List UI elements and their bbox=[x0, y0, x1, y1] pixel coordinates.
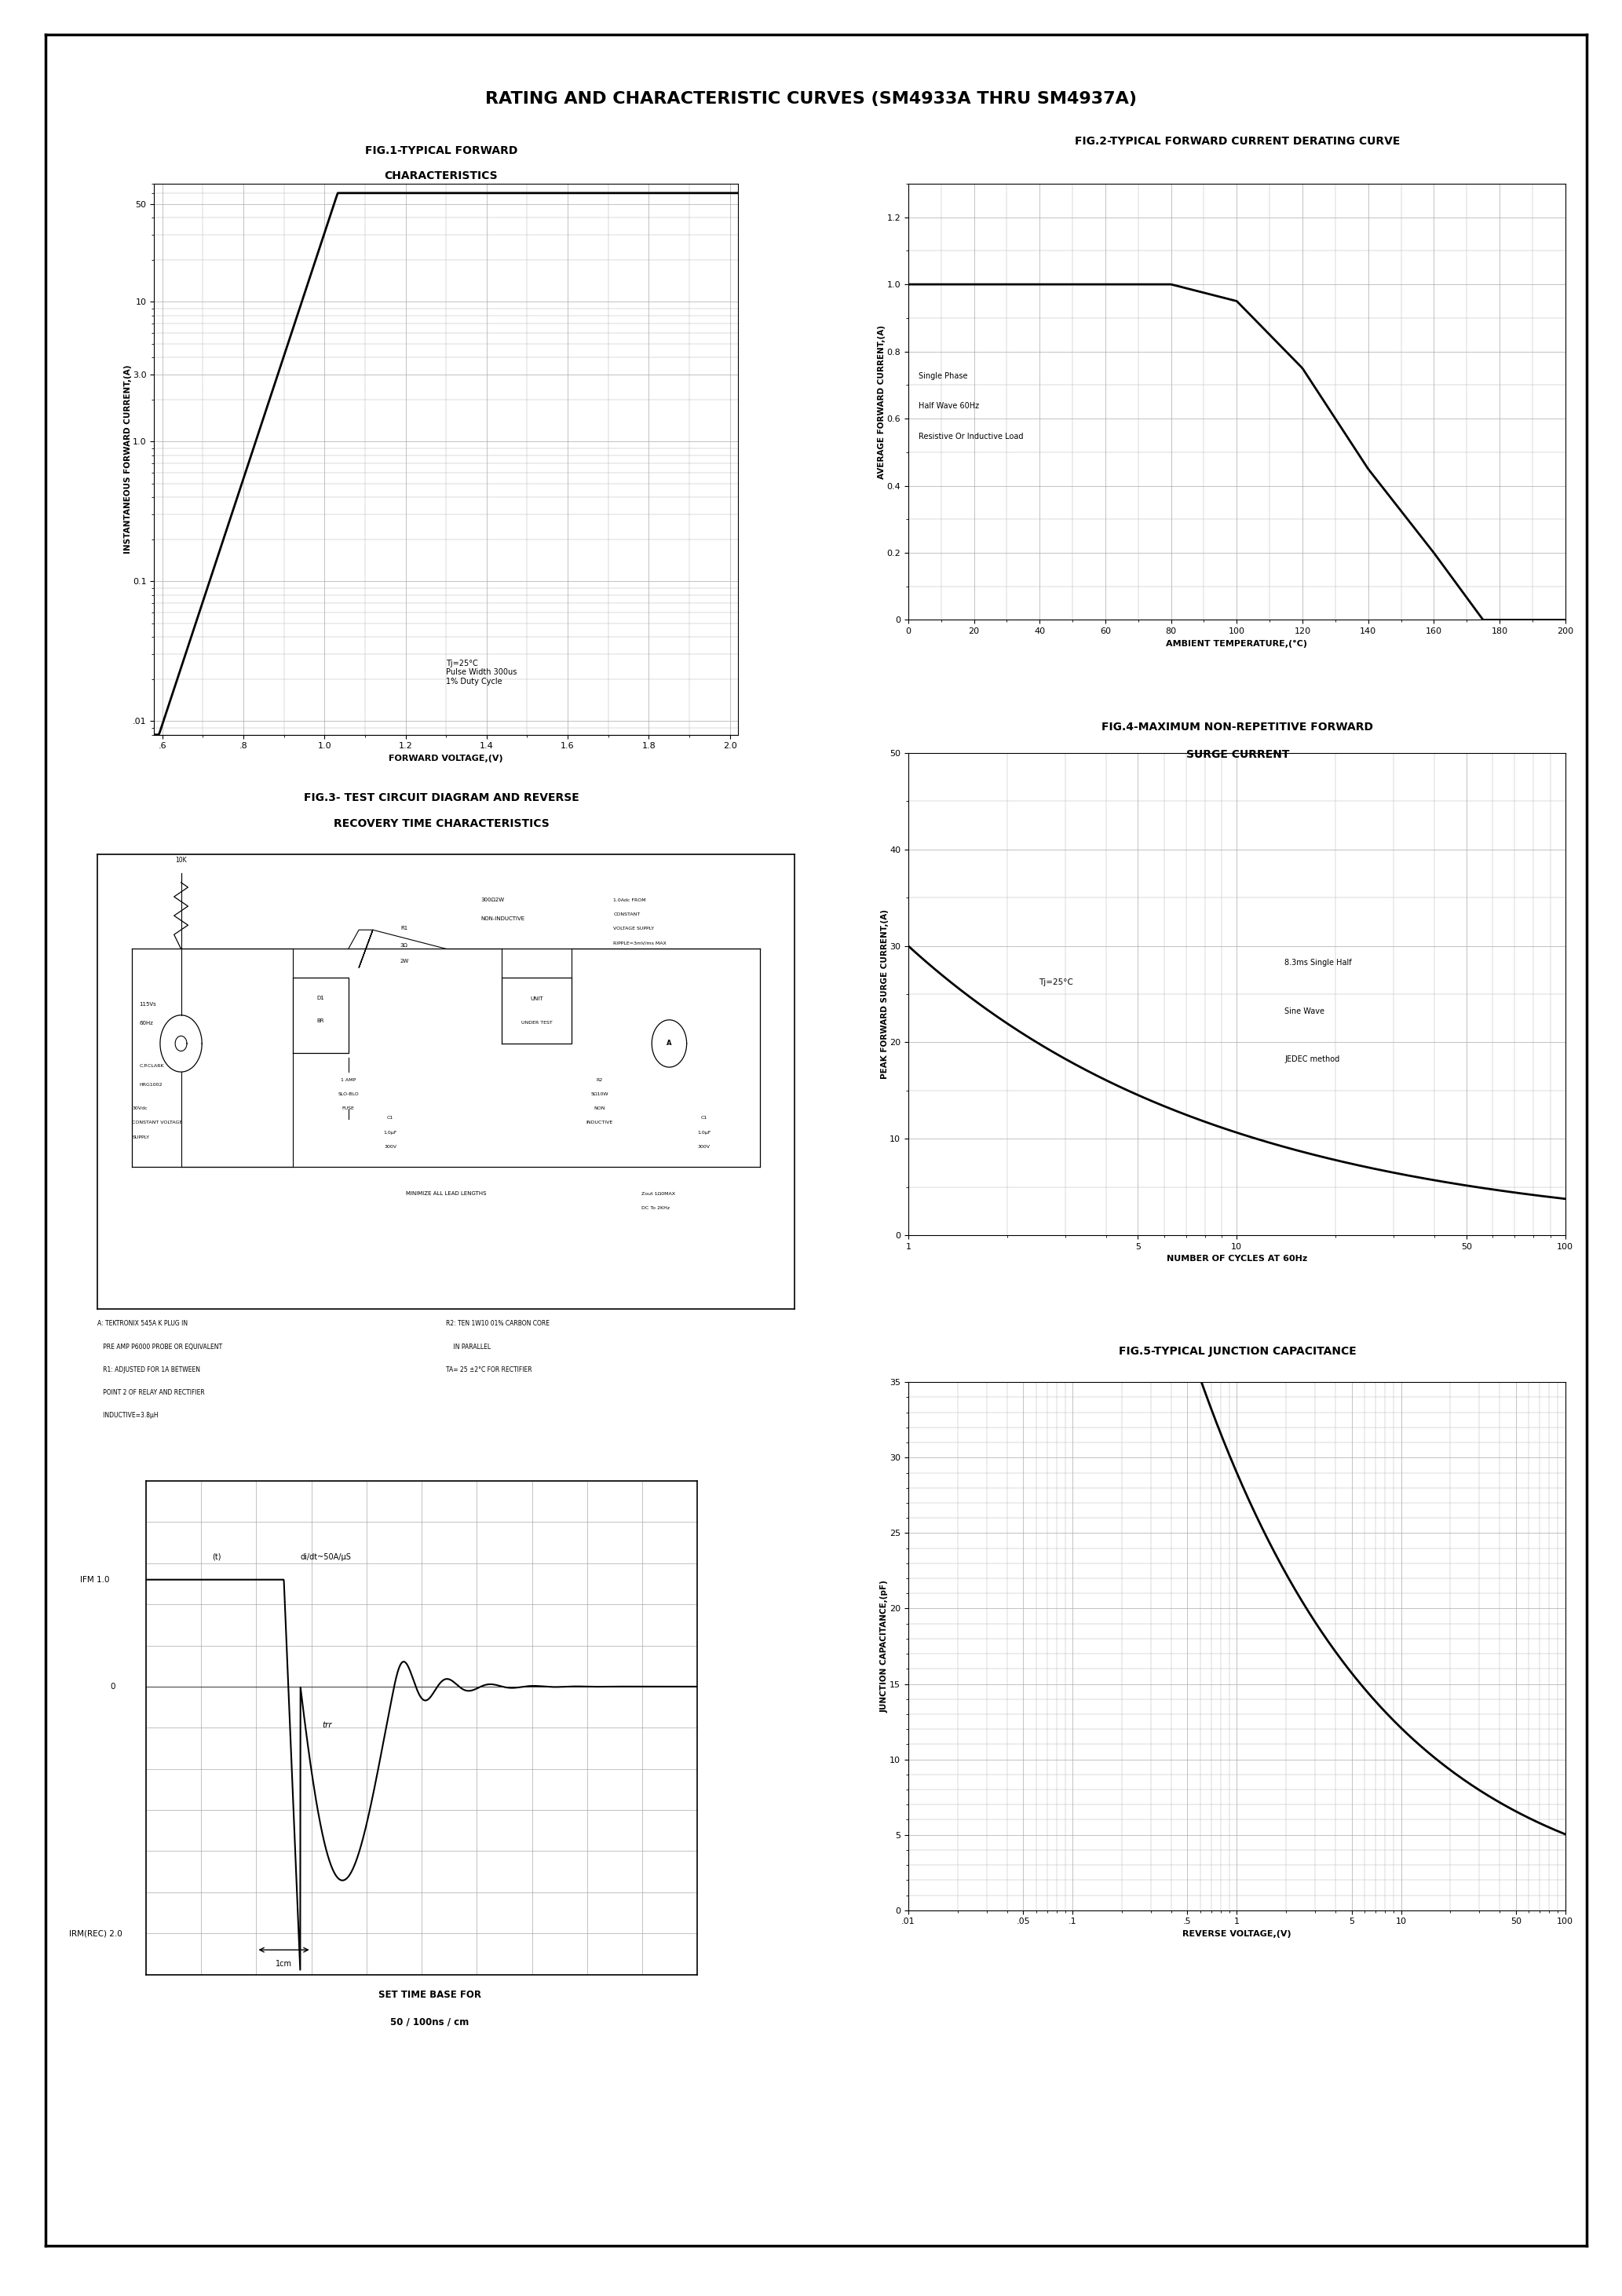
Text: 300V: 300V bbox=[384, 1146, 396, 1148]
Text: 3Ω: 3Ω bbox=[401, 944, 409, 948]
Text: JEDEC method: JEDEC method bbox=[1285, 1056, 1340, 1063]
Text: 30Vdc: 30Vdc bbox=[133, 1107, 148, 1111]
Text: 300V: 300V bbox=[697, 1146, 710, 1148]
Text: RATING AND CHARACTERISTIC CURVES (SM4933A THRU SM4937A): RATING AND CHARACTERISTIC CURVES (SM4933… bbox=[485, 92, 1137, 106]
Text: 1.0µF: 1.0µF bbox=[383, 1130, 397, 1134]
Text: 1.0µF: 1.0µF bbox=[697, 1130, 710, 1134]
Y-axis label: INSTANTANEOUS FORWARD CURRENT,(A): INSTANTANEOUS FORWARD CURRENT,(A) bbox=[123, 365, 131, 553]
Text: NON: NON bbox=[594, 1107, 605, 1111]
Text: 1 AMP: 1 AMP bbox=[341, 1079, 355, 1081]
Text: C1: C1 bbox=[388, 1116, 394, 1120]
Text: 0: 0 bbox=[110, 1683, 115, 1690]
Text: NON-INDUCTIVE: NON-INDUCTIVE bbox=[482, 916, 526, 921]
Text: CONSTANT: CONSTANT bbox=[613, 912, 641, 916]
Text: 300Ω2W: 300Ω2W bbox=[482, 898, 504, 902]
Text: UNDER TEST: UNDER TEST bbox=[521, 1019, 553, 1024]
Text: 60Hz: 60Hz bbox=[139, 1022, 152, 1026]
Text: DC To 2KHz: DC To 2KHz bbox=[641, 1205, 670, 1210]
Text: 115Vs: 115Vs bbox=[139, 1001, 156, 1006]
Y-axis label: AVERAGE FORWARD CURRENT,(A): AVERAGE FORWARD CURRENT,(A) bbox=[878, 324, 886, 480]
Text: MINIMIZE ALL LEAD LENGTHS: MINIMIZE ALL LEAD LENGTHS bbox=[406, 1192, 487, 1196]
Text: trr: trr bbox=[323, 1722, 333, 1729]
Text: CONSTANT VOLTAGE: CONSTANT VOLTAGE bbox=[133, 1120, 183, 1125]
X-axis label: FORWARD VOLTAGE,(V): FORWARD VOLTAGE,(V) bbox=[389, 755, 503, 762]
Text: R1: ADJUSTED FOR 1A BETWEEN: R1: ADJUSTED FOR 1A BETWEEN bbox=[97, 1366, 200, 1373]
Text: PRE AMP P6000 PROBE OR EQUIVALENT: PRE AMP P6000 PROBE OR EQUIVALENT bbox=[97, 1343, 222, 1350]
Text: Tj=25°C: Tj=25°C bbox=[1040, 978, 1074, 985]
Text: (t): (t) bbox=[212, 1552, 221, 1561]
Text: SUPPLY: SUPPLY bbox=[133, 1134, 149, 1139]
Text: UNIT: UNIT bbox=[530, 996, 543, 1001]
Text: IFM 1.0: IFM 1.0 bbox=[79, 1575, 109, 1584]
Text: 1cm: 1cm bbox=[276, 1961, 292, 1968]
Text: FUSE: FUSE bbox=[342, 1107, 355, 1111]
Text: Zout 1Ω0MAX: Zout 1Ω0MAX bbox=[641, 1192, 675, 1196]
Text: Sine Wave: Sine Wave bbox=[1285, 1008, 1325, 1015]
Text: INDUCTIVE: INDUCTIVE bbox=[586, 1120, 613, 1125]
Text: C1: C1 bbox=[701, 1116, 707, 1120]
Text: Tj=25°C
Pulse Width 300us
1% Duty Cycle: Tj=25°C Pulse Width 300us 1% Duty Cycle bbox=[446, 659, 517, 687]
Text: SET TIME BASE FOR: SET TIME BASE FOR bbox=[378, 1991, 482, 2000]
Text: Half Wave 60Hz: Half Wave 60Hz bbox=[918, 402, 978, 411]
Text: VOLTAGE SUPPLY: VOLTAGE SUPPLY bbox=[613, 928, 654, 930]
Text: BR: BR bbox=[316, 1019, 324, 1024]
X-axis label: REVERSE VOLTAGE,(V): REVERSE VOLTAGE,(V) bbox=[1182, 1931, 1291, 1938]
Text: R2: TEN 1W10 01% CARBON CORE: R2: TEN 1W10 01% CARBON CORE bbox=[446, 1320, 550, 1327]
Text: 10K: 10K bbox=[175, 856, 187, 863]
Text: RECOVERY TIME CHARACTERISTICS: RECOVERY TIME CHARACTERISTICS bbox=[334, 817, 548, 829]
Text: A: A bbox=[667, 1040, 672, 1047]
Text: FIG.4-MAXIMUM NON-REPETITIVE FORWARD: FIG.4-MAXIMUM NON-REPETITIVE FORWARD bbox=[1101, 721, 1374, 732]
Text: TA= 25 ±2°C FOR RECTIFIER: TA= 25 ±2°C FOR RECTIFIER bbox=[446, 1366, 532, 1373]
Text: R1: R1 bbox=[401, 925, 407, 930]
Text: SURGE CURRENT: SURGE CURRENT bbox=[1186, 748, 1289, 760]
Text: Single Phase: Single Phase bbox=[918, 372, 967, 379]
Text: D1: D1 bbox=[316, 996, 324, 1001]
Text: 8.3ms Single Half: 8.3ms Single Half bbox=[1285, 960, 1353, 967]
Text: Resistive Or Inductive Load: Resistive Or Inductive Load bbox=[918, 432, 1023, 441]
X-axis label: AMBIENT TEMPERATURE,(°C): AMBIENT TEMPERATURE,(°C) bbox=[1166, 641, 1307, 647]
Text: R2: R2 bbox=[597, 1079, 603, 1081]
Text: A: TEKTRONIX 545A K PLUG IN: A: TEKTRONIX 545A K PLUG IN bbox=[97, 1320, 188, 1327]
Text: di/dt~50A/µS: di/dt~50A/µS bbox=[300, 1552, 352, 1561]
Text: POINT 2 OF RELAY AND RECTIFIER: POINT 2 OF RELAY AND RECTIFIER bbox=[97, 1389, 204, 1396]
Text: SLO-BLO: SLO-BLO bbox=[337, 1093, 358, 1097]
Text: 50 / 100ns / cm: 50 / 100ns / cm bbox=[391, 2018, 469, 2027]
Text: C.P.CLARK: C.P.CLARK bbox=[139, 1063, 164, 1068]
Text: 1.0Adc FROM: 1.0Adc FROM bbox=[613, 898, 646, 902]
Text: RIPPLE=3mV/ms MAX: RIPPLE=3mV/ms MAX bbox=[613, 941, 667, 946]
Y-axis label: JUNCTION CAPACITANCE,(pF): JUNCTION CAPACITANCE,(pF) bbox=[881, 1580, 889, 1713]
Text: FIG.5-TYPICAL JUNCTION CAPACITANCE: FIG.5-TYPICAL JUNCTION CAPACITANCE bbox=[1119, 1345, 1356, 1357]
Text: IRM(REC) 2.0: IRM(REC) 2.0 bbox=[68, 1929, 122, 1938]
Text: FIG.1-TYPICAL FORWARD: FIG.1-TYPICAL FORWARD bbox=[365, 145, 517, 156]
Y-axis label: PEAK FORWARD SURGE CURRENT,(A): PEAK FORWARD SURGE CURRENT,(A) bbox=[881, 909, 889, 1079]
Text: HRG1002: HRG1002 bbox=[139, 1084, 162, 1086]
Text: IN PARALLEL: IN PARALLEL bbox=[446, 1343, 491, 1350]
Text: 5Ω10W: 5Ω10W bbox=[590, 1093, 608, 1097]
Text: 2W: 2W bbox=[399, 960, 409, 964]
Text: FIG.2-TYPICAL FORWARD CURRENT DERATING CURVE: FIG.2-TYPICAL FORWARD CURRENT DERATING C… bbox=[1075, 135, 1400, 147]
X-axis label: NUMBER OF CYCLES AT 60Hz: NUMBER OF CYCLES AT 60Hz bbox=[1166, 1256, 1307, 1263]
Text: INDUCTIVE=3.8µH: INDUCTIVE=3.8µH bbox=[97, 1412, 159, 1419]
Text: CHARACTERISTICS: CHARACTERISTICS bbox=[384, 170, 498, 181]
Text: FIG.3- TEST CIRCUIT DIAGRAM AND REVERSE: FIG.3- TEST CIRCUIT DIAGRAM AND REVERSE bbox=[303, 792, 579, 804]
